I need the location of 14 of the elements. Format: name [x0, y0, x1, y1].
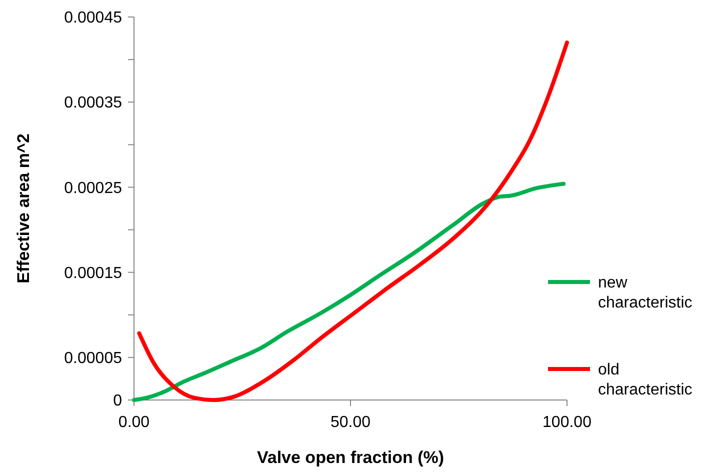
- y-tick-label: 0.00025: [64, 180, 122, 197]
- line-series: [137, 40, 569, 402]
- y-tick-label: 0: [113, 392, 122, 410]
- x-axis-title: Valve open fraction (%): [256, 448, 444, 467]
- y-axis-title: Effective area m^2: [14, 134, 33, 284]
- x-tick-label: 0.00: [118, 414, 150, 431]
- y-tick-label: 0.00005: [64, 350, 122, 368]
- x-tick-label: 100.00: [542, 414, 592, 431]
- y-tick-label: 0.00015: [64, 264, 122, 282]
- legend-label: new characteristic: [598, 274, 692, 312]
- y-tick-label: 0.00035: [64, 94, 122, 112]
- x-tick-label: 50.00: [330, 414, 371, 431]
- legend-label: old characteristic: [598, 362, 692, 399]
- y-tick-label: 0.00045: [64, 10, 122, 27]
